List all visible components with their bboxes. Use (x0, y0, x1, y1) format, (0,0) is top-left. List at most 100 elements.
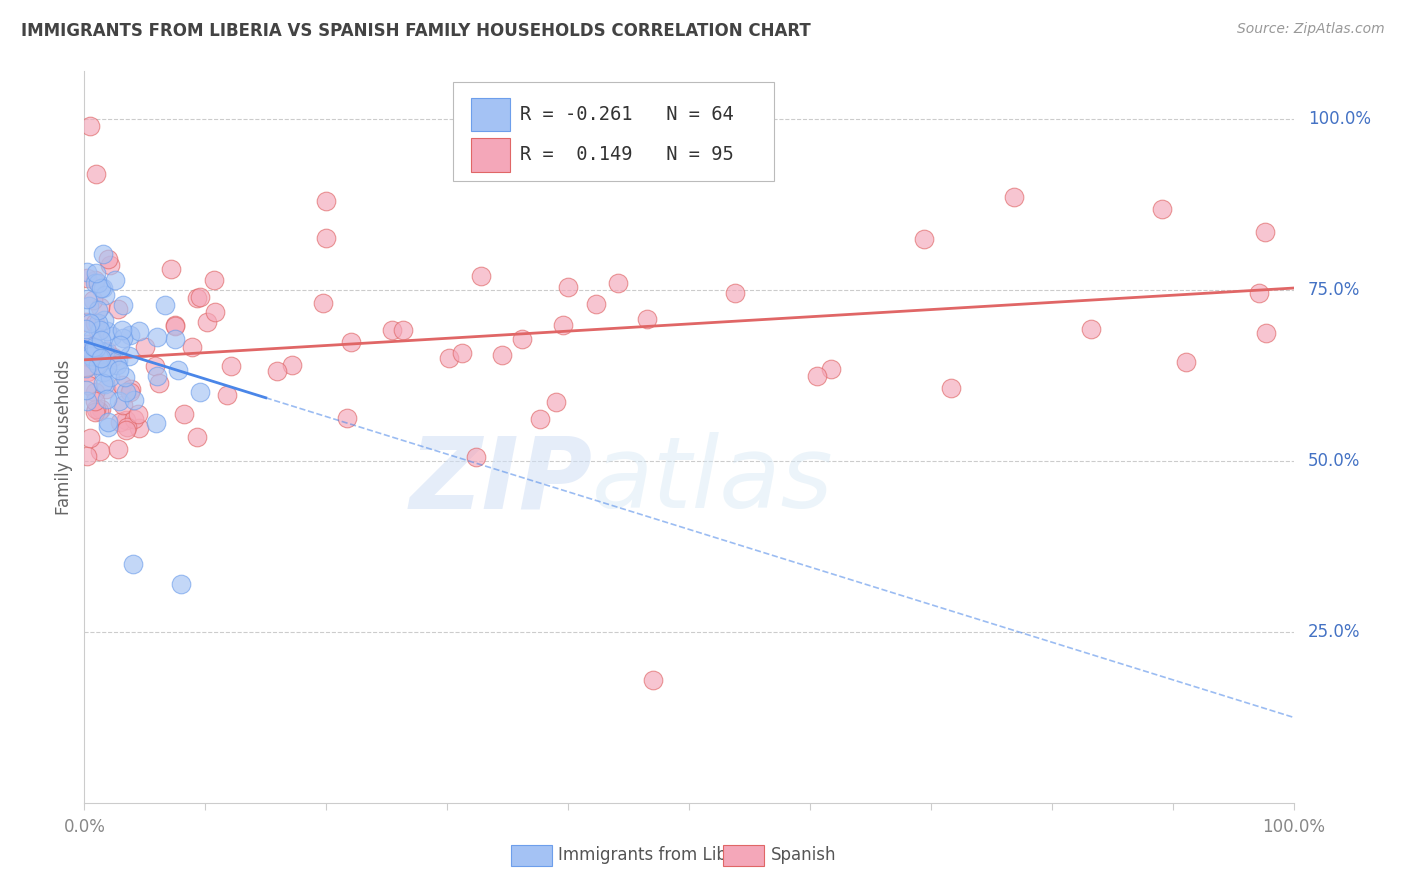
Point (96, 392, 118, 406)
Point (84, 341, 107, 355)
Point (90, 281, 112, 295)
Point (1080, 322, 1102, 336)
Point (83, 405, 105, 419)
Point (122, 411, 145, 425)
Point (83, 353, 105, 368)
Point (93, 313, 115, 327)
Point (76, 365, 98, 379)
Point (94, 345, 117, 359)
Point (529, 412, 551, 426)
Text: Source: ZipAtlas.com: Source: ZipAtlas.com (1237, 22, 1385, 37)
Point (94, 377, 117, 392)
FancyBboxPatch shape (512, 846, 553, 866)
Point (84, 273, 107, 287)
Point (93, 365, 115, 379)
Point (312, 295, 335, 310)
Point (219, 359, 242, 373)
Point (939, 381, 962, 395)
Point (76, 270, 98, 285)
Point (90, 343, 112, 358)
Point (1002, 190, 1025, 204)
Point (121, 557, 143, 571)
Point (87, 351, 110, 366)
Point (82, 293, 104, 308)
Point (76, 265, 98, 279)
Point (315, 194, 337, 209)
Point (585, 297, 607, 311)
Point (186, 292, 208, 306)
Point (1247, 286, 1270, 301)
Point (96, 360, 118, 375)
Point (94, 287, 117, 301)
Point (89, 443, 111, 458)
Text: atlas: atlas (592, 433, 834, 530)
Point (90, 350, 112, 364)
Point (87, 276, 110, 290)
FancyBboxPatch shape (723, 846, 763, 866)
Point (90, 402, 112, 417)
Point (110, 415, 132, 429)
Point (120, 328, 142, 343)
Point (80, 349, 103, 363)
Point (188, 290, 211, 304)
Point (76, 349, 98, 363)
Point (336, 410, 359, 425)
Point (636, 312, 658, 326)
Point (77, 378, 100, 392)
Point (114, 413, 136, 427)
Point (122, 392, 145, 407)
Point (87, 316, 110, 330)
Point (1254, 326, 1277, 340)
Point (188, 385, 211, 400)
Point (98, 259, 121, 273)
Point (120, 382, 142, 396)
Text: Immigrants from Liberia: Immigrants from Liberia (558, 847, 759, 864)
Point (87, 324, 110, 338)
Point (439, 351, 461, 366)
Point (89, 301, 111, 315)
Point (107, 394, 129, 409)
Point (163, 333, 186, 347)
Point (112, 398, 135, 412)
Point (86, 302, 108, 317)
Point (75, 343, 97, 358)
Point (146, 368, 169, 383)
Point (79, 316, 101, 330)
Point (83, 385, 105, 400)
Point (820, 361, 842, 376)
Point (215, 388, 238, 402)
Point (97, 420, 120, 434)
Point (392, 323, 415, 337)
Point (1254, 225, 1277, 239)
Point (155, 298, 177, 312)
Point (86, 357, 108, 371)
Point (127, 407, 149, 421)
Point (451, 346, 474, 360)
Point (105, 359, 128, 373)
Point (107, 442, 129, 456)
Point (1174, 355, 1197, 369)
Point (103, 351, 125, 365)
Point (173, 407, 195, 421)
Text: ZIP: ZIP (409, 433, 592, 530)
Point (117, 420, 139, 434)
Point (79, 119, 101, 133)
Text: 50.0%: 50.0% (1308, 452, 1361, 470)
Text: Spanish: Spanish (770, 847, 837, 864)
Point (186, 430, 208, 444)
Point (98, 370, 121, 384)
Point (82, 344, 104, 359)
Text: 75.0%: 75.0% (1308, 281, 1361, 299)
Point (97, 252, 120, 267)
Point (84, 393, 107, 408)
Point (115, 423, 138, 437)
Text: 25.0%: 25.0% (1308, 623, 1361, 641)
Point (510, 332, 533, 346)
FancyBboxPatch shape (471, 98, 510, 131)
Point (75, 315, 97, 329)
Point (87, 404, 110, 418)
Point (83, 276, 105, 290)
Point (148, 376, 170, 390)
Point (128, 421, 150, 435)
Point (97, 415, 120, 429)
